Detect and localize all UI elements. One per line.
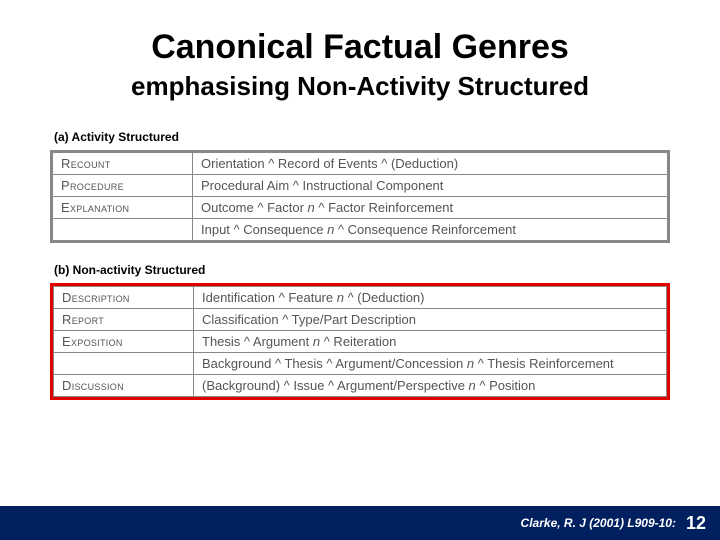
genre-desc: Thesis ^ Argument n ^ Reiteration xyxy=(194,331,667,353)
genre-desc: Classification ^ Type/Part Description xyxy=(194,309,667,331)
section-b-label: (b) Non-activity Structured xyxy=(54,263,670,277)
table-row: Description Identification ^ Feature n ^… xyxy=(54,287,667,309)
section-b-table: Description Identification ^ Feature n ^… xyxy=(50,283,670,400)
section-a-table: Recount Orientation ^ Record of Events ^… xyxy=(50,150,670,243)
genre-name xyxy=(53,219,193,241)
table-row: Procedure Procedural Aim ^ Instructional… xyxy=(53,175,668,197)
table-row: Recount Orientation ^ Record of Events ^… xyxy=(53,153,668,175)
slide: Canonical Factual Genres emphasising Non… xyxy=(0,0,720,540)
citation: Clarke, R. J (2001) L909-10: xyxy=(521,516,676,530)
section-a-label: (a) Activity Structured xyxy=(54,130,670,144)
table-row: Discussion (Background) ^ Issue ^ Argume… xyxy=(54,375,667,397)
genre-name: Explanation xyxy=(53,197,193,219)
genre-desc: Input ^ Consequence n ^ Consequence Rein… xyxy=(193,219,668,241)
genre-desc: (Background) ^ Issue ^ Argument/Perspect… xyxy=(194,375,667,397)
table-row: Report Classification ^ Type/Part Descri… xyxy=(54,309,667,331)
genre-name: Procedure xyxy=(53,175,193,197)
table-row: Exposition Thesis ^ Argument n ^ Reitera… xyxy=(54,331,667,353)
genre-name: Exposition xyxy=(54,331,194,353)
table-row: Background ^ Thesis ^ Argument/Concessio… xyxy=(54,353,667,375)
genre-desc: Identification ^ Feature n ^ (Deduction) xyxy=(194,287,667,309)
table-row: Explanation Outcome ^ Factor n ^ Factor … xyxy=(53,197,668,219)
genre-name: Discussion xyxy=(54,375,194,397)
genre-desc: Outcome ^ Factor n ^ Factor Reinforcemen… xyxy=(193,197,668,219)
genre-desc: Background ^ Thesis ^ Argument/Concessio… xyxy=(194,353,667,375)
page-title: Canonical Factual Genres xyxy=(50,28,670,67)
genre-name: Report xyxy=(54,309,194,331)
page-number: 12 xyxy=(686,513,706,534)
footer-bar: Clarke, R. J (2001) L909-10: 12 xyxy=(0,506,720,540)
genre-name: Description xyxy=(54,287,194,309)
page-subtitle: emphasising Non-Activity Structured xyxy=(50,71,670,102)
table-row: Input ^ Consequence n ^ Consequence Rein… xyxy=(53,219,668,241)
genre-desc: Orientation ^ Record of Events ^ (Deduct… xyxy=(193,153,668,175)
genre-name: Recount xyxy=(53,153,193,175)
genre-desc: Procedural Aim ^ Instructional Component xyxy=(193,175,668,197)
genre-name xyxy=(54,353,194,375)
